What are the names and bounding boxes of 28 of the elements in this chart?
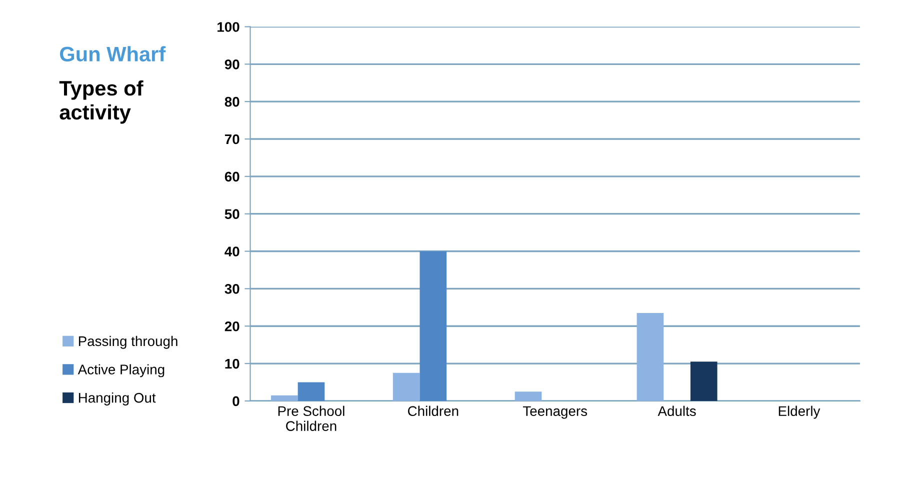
- y-tick-label: 0: [232, 396, 240, 406]
- bar: [420, 251, 447, 401]
- legend-label: Passing through: [78, 336, 178, 349]
- text: Types of activity: [59, 80, 144, 124]
- y-tick-label: 70: [224, 134, 240, 144]
- y-tick-label: 100: [218, 22, 240, 32]
- bar: [690, 362, 718, 401]
- x-tick-label: Elderly: [778, 406, 820, 419]
- x-tick-label: Pre School Children: [278, 406, 344, 431]
- bar: [636, 313, 664, 401]
- text: Gun Wharf: [60, 46, 166, 62]
- bar: [270, 395, 298, 401]
- y-tick-label: 40: [224, 246, 240, 256]
- bar: [392, 372, 420, 401]
- y-tick-label: 50: [224, 209, 240, 220]
- y-tick-label: 30: [224, 284, 240, 294]
- y-tick-label: 20: [224, 321, 240, 332]
- x-tick-label: Teenagers: [522, 406, 588, 419]
- x-tick-label: Children: [408, 406, 458, 416]
- legend-label: Hanging Out: [78, 392, 156, 406]
- x-tick-label: Adults: [658, 406, 696, 416]
- y-tick-label: 80: [224, 96, 240, 107]
- legend-label: Active Playing: [78, 364, 164, 378]
- bar: [514, 392, 542, 401]
- bar: [298, 382, 325, 401]
- y-tick-label: 90: [224, 59, 240, 70]
- y-tick-label: 10: [225, 358, 240, 369]
- y-tick-label: 60: [224, 172, 240, 182]
